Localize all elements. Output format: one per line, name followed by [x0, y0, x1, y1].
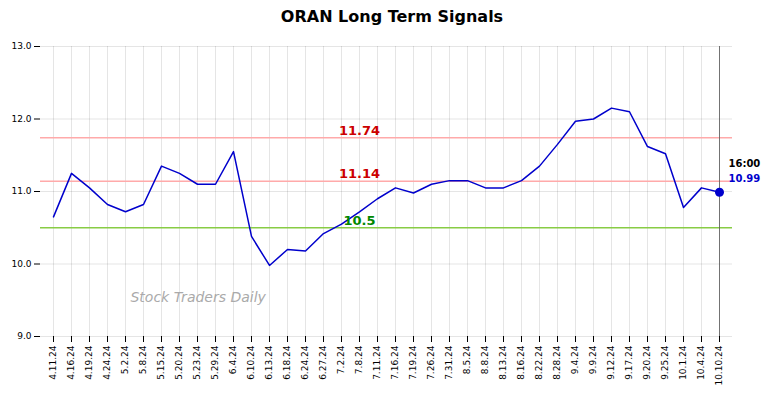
svg-text:9.12.24: 9.12.24 [606, 345, 616, 380]
svg-text:10.5: 10.5 [343, 213, 375, 228]
svg-text:9.17.24: 9.17.24 [624, 345, 634, 380]
svg-text:10.4.24: 10.4.24 [696, 345, 706, 380]
svg-text:4.24.24: 4.24.24 [102, 345, 112, 380]
svg-text:11.14: 11.14 [339, 166, 380, 181]
svg-text:5.15.24: 5.15.24 [156, 345, 166, 380]
svg-text:8.22.24: 8.22.24 [534, 345, 544, 380]
svg-text:6.27.24: 6.27.24 [318, 345, 328, 380]
svg-text:9.4.24: 9.4.24 [570, 345, 580, 374]
svg-text:11.0: 11.0 [11, 186, 31, 196]
svg-text:6.10.24: 6.10.24 [246, 345, 256, 380]
svg-text:8.16.24: 8.16.24 [516, 345, 526, 380]
svg-text:6.18.24: 6.18.24 [282, 345, 292, 380]
svg-text:4.16.24: 4.16.24 [66, 345, 76, 380]
svg-text:13.0: 13.0 [11, 41, 31, 51]
svg-text:16:00: 16:00 [729, 158, 761, 169]
svg-text:8.5.24: 8.5.24 [462, 345, 472, 374]
svg-text:7.16.24: 7.16.24 [390, 345, 400, 380]
svg-text:9.20.24: 9.20.24 [642, 345, 652, 380]
svg-text:8.8.24: 8.8.24 [480, 345, 490, 374]
svg-text:9.25.24: 9.25.24 [660, 345, 670, 380]
svg-text:6.24.24: 6.24.24 [300, 345, 310, 380]
svg-text:10.0: 10.0 [11, 259, 31, 269]
svg-text:8.28.24: 8.28.24 [552, 345, 562, 380]
svg-text:10.99: 10.99 [729, 173, 761, 184]
svg-text:9.9.24: 9.9.24 [588, 345, 598, 374]
svg-text:6.4.24: 6.4.24 [228, 345, 238, 374]
svg-text:5.8.24: 5.8.24 [138, 345, 148, 374]
svg-text:5.29.24: 5.29.24 [210, 345, 220, 380]
svg-text:7.19.24: 7.19.24 [408, 345, 418, 380]
svg-text:9.0: 9.0 [17, 331, 32, 341]
svg-text:7.31.24: 7.31.24 [444, 345, 454, 380]
svg-text:5.20.24: 5.20.24 [174, 345, 184, 380]
svg-text:7.26.24: 7.26.24 [426, 345, 436, 380]
svg-text:7.8.24: 7.8.24 [354, 345, 364, 374]
svg-text:11.74: 11.74 [339, 123, 380, 138]
svg-text:10.1.24: 10.1.24 [678, 345, 688, 380]
svg-text:7.2.24: 7.2.24 [336, 345, 346, 374]
svg-text:8.13.24: 8.13.24 [498, 345, 508, 380]
svg-text:6.13.24: 6.13.24 [264, 345, 274, 380]
svg-text:5.23.24: 5.23.24 [192, 345, 202, 380]
svg-text:5.2.24: 5.2.24 [120, 345, 130, 374]
svg-text:4.11.24: 4.11.24 [48, 345, 58, 380]
svg-text:4.19.24: 4.19.24 [84, 345, 94, 380]
svg-text:Stock Traders Daily: Stock Traders Daily [130, 289, 266, 305]
svg-text:10.10.24: 10.10.24 [714, 345, 724, 385]
html-text:ORAN Long Term Signals: ORAN Long Term Signals [280, 7, 504, 26]
svg-text:12.0: 12.0 [11, 114, 31, 124]
svg-text:7.11.24: 7.11.24 [372, 345, 382, 380]
